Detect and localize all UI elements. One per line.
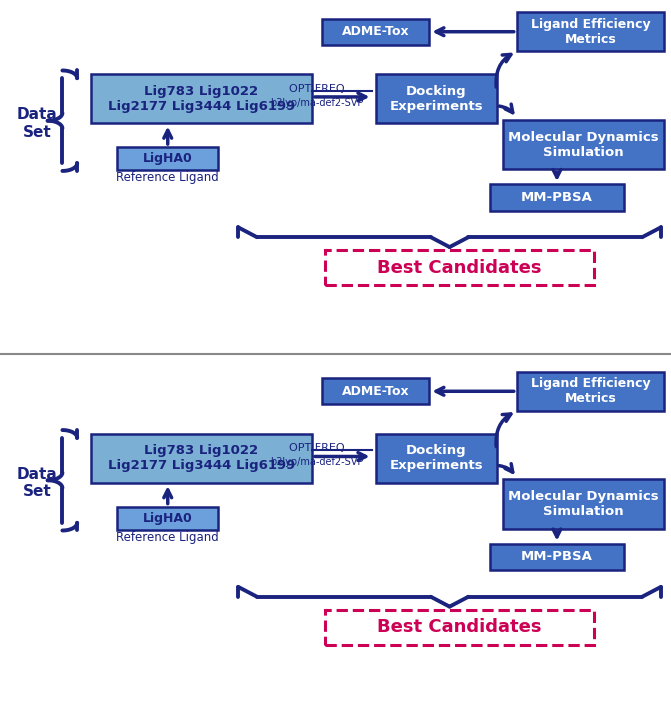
Text: ADME-Tox: ADME-Tox — [342, 25, 409, 38]
Text: b3lyp/ma-def2-SVP: b3lyp/ma-def2-SVP — [270, 458, 364, 468]
Text: ADME-Tox: ADME-Tox — [342, 384, 409, 398]
Text: OPT FREQ: OPT FREQ — [289, 444, 344, 454]
Text: OPT FREQ: OPT FREQ — [289, 84, 344, 94]
FancyBboxPatch shape — [517, 372, 664, 411]
FancyBboxPatch shape — [517, 12, 664, 51]
Text: Best Candidates: Best Candidates — [377, 259, 542, 277]
Text: Best Candidates: Best Candidates — [377, 619, 542, 637]
Text: b3lyp/ma-def2-SVP: b3lyp/ma-def2-SVP — [270, 98, 364, 108]
FancyBboxPatch shape — [376, 434, 497, 483]
Text: Lig783 Lig1022
Lig2177 Lig3444 Lig6199: Lig783 Lig1022 Lig2177 Lig3444 Lig6199 — [107, 444, 295, 472]
Text: LigHA0: LigHA0 — [143, 512, 193, 525]
Text: Reference Ligand: Reference Ligand — [116, 531, 219, 544]
FancyBboxPatch shape — [376, 74, 497, 123]
FancyBboxPatch shape — [117, 507, 218, 530]
FancyBboxPatch shape — [91, 74, 312, 123]
Text: Molecular Dynamics
Simulation: Molecular Dynamics Simulation — [509, 490, 659, 518]
FancyBboxPatch shape — [490, 544, 624, 570]
FancyBboxPatch shape — [325, 609, 594, 645]
FancyBboxPatch shape — [322, 19, 429, 45]
FancyBboxPatch shape — [503, 479, 664, 529]
Text: Docking
Experiments: Docking Experiments — [389, 444, 483, 472]
Text: Molecular Dynamics
Simulation: Molecular Dynamics Simulation — [509, 130, 659, 159]
Text: Lig783 Lig1022
Lig2177 Lig3444 Lig6199: Lig783 Lig1022 Lig2177 Lig3444 Lig6199 — [107, 85, 295, 112]
Text: Docking
Experiments: Docking Experiments — [389, 85, 483, 112]
Text: MM-PBSA: MM-PBSA — [521, 550, 593, 563]
Text: Data
Set: Data Set — [17, 466, 57, 499]
Text: LigHA0: LigHA0 — [143, 152, 193, 165]
FancyBboxPatch shape — [117, 147, 218, 170]
FancyBboxPatch shape — [503, 120, 664, 169]
FancyBboxPatch shape — [325, 250, 594, 286]
FancyBboxPatch shape — [91, 434, 312, 483]
Text: Reference Ligand: Reference Ligand — [116, 172, 219, 184]
Text: Ligand Efficiency
Metrics: Ligand Efficiency Metrics — [531, 377, 650, 405]
Text: Ligand Efficiency
Metrics: Ligand Efficiency Metrics — [531, 18, 650, 46]
Text: MM-PBSA: MM-PBSA — [521, 191, 593, 204]
Text: Data
Set: Data Set — [17, 107, 57, 140]
FancyBboxPatch shape — [322, 378, 429, 404]
FancyBboxPatch shape — [490, 184, 624, 211]
